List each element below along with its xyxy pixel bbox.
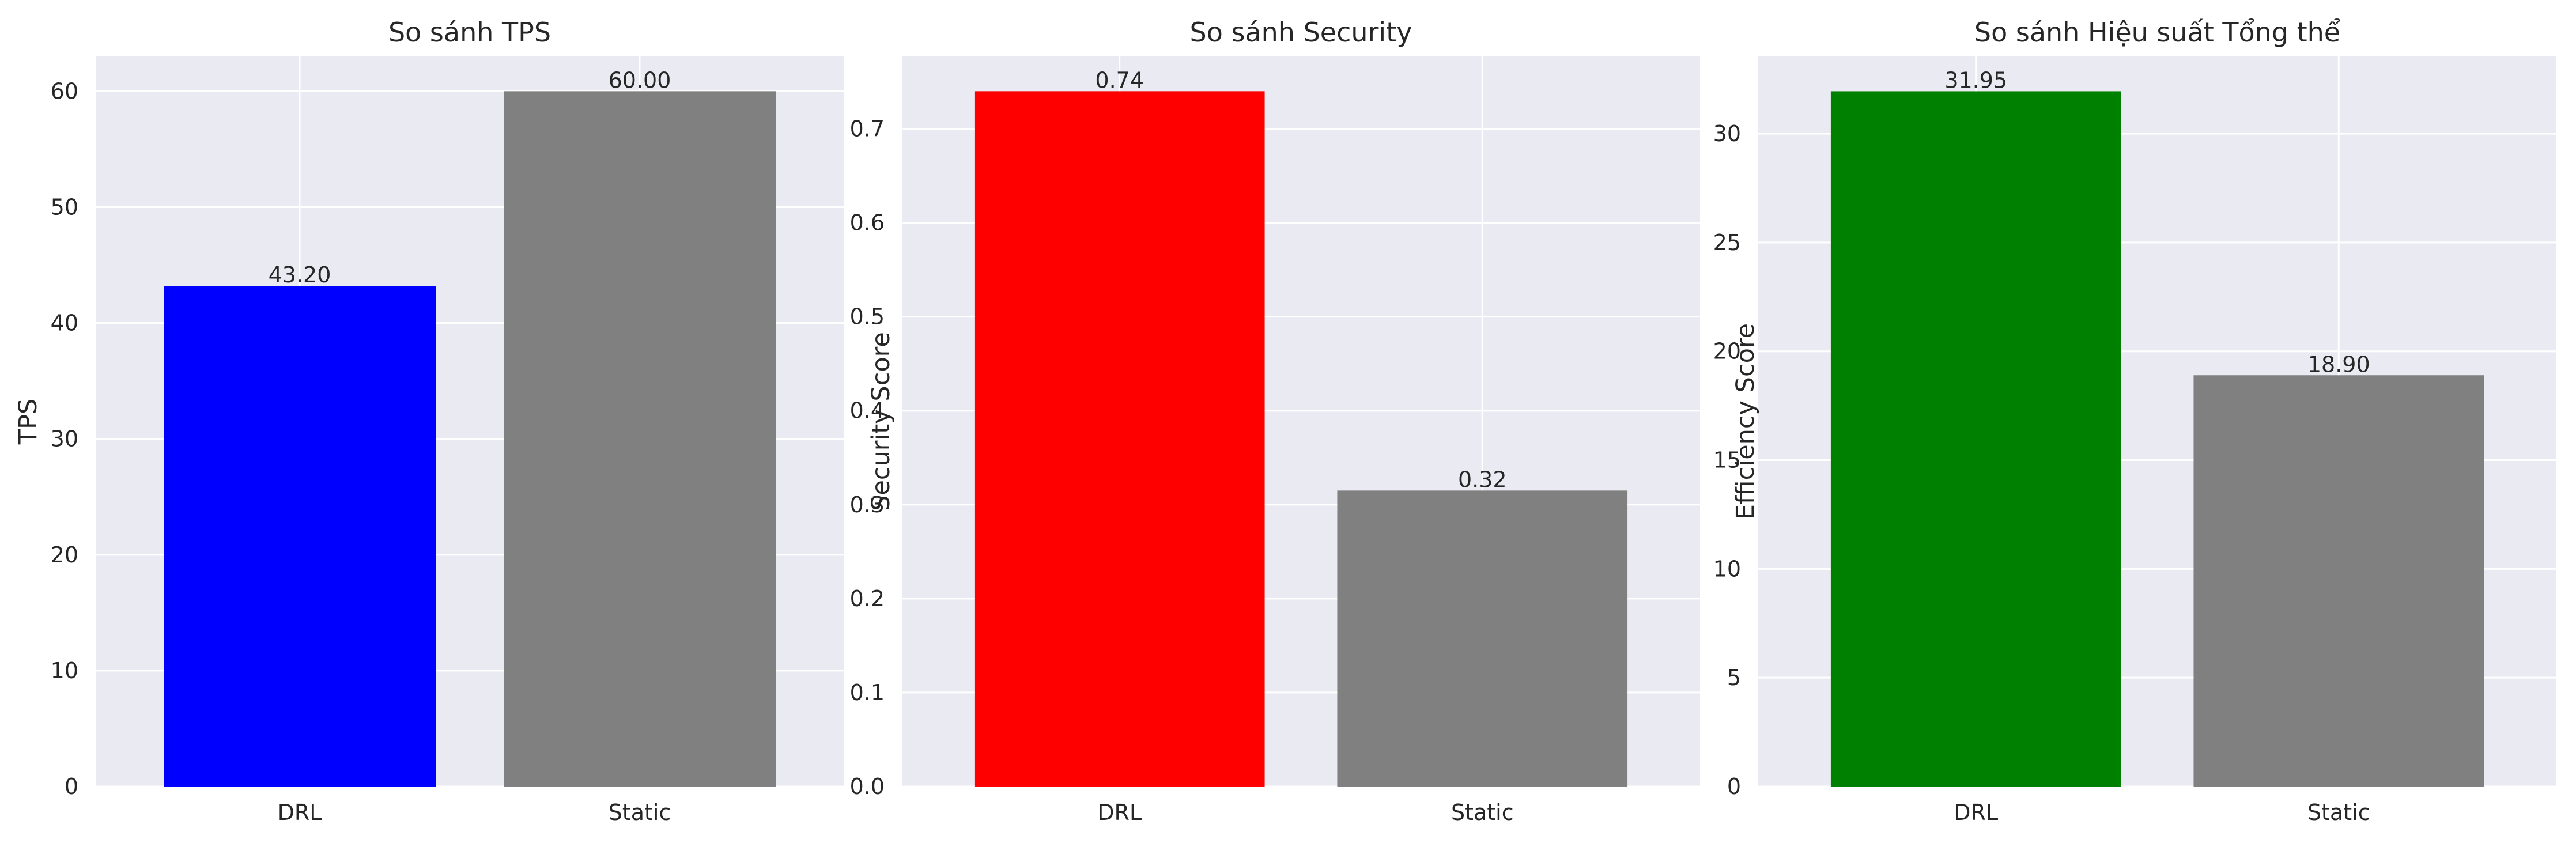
x-tick-label: Static bbox=[609, 800, 671, 825]
x-tick-label: Static bbox=[2307, 800, 2370, 825]
y-axis-label: Security Score bbox=[867, 332, 896, 511]
bar-drl bbox=[1830, 91, 2121, 787]
y-tick-label: 30 bbox=[51, 426, 78, 452]
y-tick-label: 25 bbox=[1713, 230, 1741, 255]
y-tick-label: 10 bbox=[51, 658, 78, 683]
y-tick-label: 0 bbox=[65, 774, 78, 799]
chart-title: So sánh Security bbox=[1190, 17, 1412, 48]
y-tick-label: 60 bbox=[51, 78, 78, 104]
y-tick-label: 20 bbox=[51, 542, 78, 568]
chart-panel-3: 31.95 18.90 0 5 10 15 20 25 30 DRL Static So sánh H… bbox=[1713, 17, 2556, 825]
bar-value-label: 18.90 bbox=[2307, 351, 2370, 377]
y-tick-label: 0 bbox=[1727, 774, 1741, 799]
y-tick-label: 0.4 bbox=[850, 398, 885, 424]
y-tick-label: 20 bbox=[1713, 339, 1741, 364]
y-tick-label: 0.0 bbox=[850, 774, 885, 799]
y-tick-label: 40 bbox=[51, 311, 78, 336]
x-tick-label: DRL bbox=[1954, 800, 1998, 825]
bar-value-label: 60.00 bbox=[609, 67, 671, 93]
y-tick-label: 0.2 bbox=[850, 586, 885, 611]
y-tick-label: 0.1 bbox=[850, 680, 885, 705]
x-tick-label: DRL bbox=[1097, 800, 1142, 825]
bar-drl bbox=[164, 286, 436, 787]
chart-title: So sánh Hiệu suất Tổng thể bbox=[1974, 17, 2340, 48]
y-tick-label: 10 bbox=[1713, 556, 1741, 581]
y-tick-label: 0.6 bbox=[850, 210, 885, 236]
bar-static bbox=[2193, 375, 2484, 787]
bar-value-label: 31.95 bbox=[1944, 67, 2007, 93]
chart-panel-1: 43.20 60.00 0 10 20 30 40 50 60 DRL Static So sánh … bbox=[14, 17, 844, 825]
x-tick-label: DRL bbox=[278, 800, 322, 825]
bar-static bbox=[504, 91, 776, 787]
chart-panel-2: 0.74 0.32 0.0 0.1 0.2 0.3 0.4 0.5 0.6 0.7 DRL Stati… bbox=[850, 17, 1700, 825]
x-tick-label: Static bbox=[1451, 800, 1514, 825]
bar-value-label: 43.20 bbox=[269, 262, 331, 288]
bar-static bbox=[1337, 490, 1628, 787]
y-axis-label: TPS bbox=[14, 399, 43, 445]
bar-value-label: 0.32 bbox=[1458, 467, 1507, 492]
bar-drl bbox=[974, 91, 1265, 787]
y-tick-label: 5 bbox=[1727, 665, 1741, 690]
bar-value-label: 0.74 bbox=[1095, 67, 1144, 93]
y-axis-label: Efficiency Score bbox=[1731, 323, 1760, 520]
y-tick-label: 0.3 bbox=[850, 492, 885, 517]
y-tick-label: 50 bbox=[51, 194, 78, 220]
chart-title: So sánh TPS bbox=[388, 17, 551, 48]
y-tick-label: 30 bbox=[1713, 121, 1741, 146]
y-tick-label: 0.7 bbox=[850, 116, 885, 142]
y-tick-label: 0.5 bbox=[850, 304, 885, 330]
y-tick-label: 15 bbox=[1713, 448, 1741, 473]
